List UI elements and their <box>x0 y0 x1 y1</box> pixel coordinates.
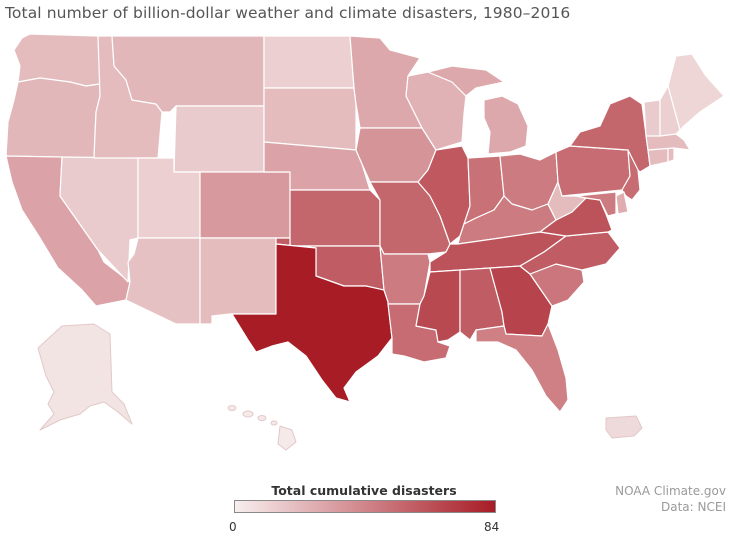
state-south-dakota <box>263 87 357 151</box>
state-maryland <box>575 191 617 217</box>
credit: NOAA Climate.gov Data: NCEI <box>615 483 726 515</box>
state-north-dakota <box>263 35 355 89</box>
us-choropleth-map <box>5 33 725 451</box>
state-new-hampshire <box>659 85 681 137</box>
legend-max-label: 84 <box>484 520 500 534</box>
state-vermont <box>643 99 661 137</box>
state-florida <box>475 323 569 413</box>
legend-color-scale <box>234 500 496 513</box>
state-oregon <box>5 77 101 159</box>
credit-source: NOAA Climate.gov <box>615 484 726 498</box>
state-arizona <box>125 237 201 325</box>
state-montana <box>111 35 265 113</box>
state-delaware <box>615 191 629 215</box>
state-kansas <box>289 189 381 247</box>
state-connecticut <box>647 147 669 167</box>
state-colorado <box>199 171 291 239</box>
territory-puerto-rico <box>605 415 643 439</box>
state-new-jersey <box>621 149 641 201</box>
credit-data: Data: NCEI <box>661 500 726 514</box>
state-arkansas <box>379 245 431 305</box>
state-rhode-island <box>667 147 675 163</box>
state-wyoming <box>173 105 265 173</box>
state-pennsylvania <box>555 145 631 197</box>
state-alaska <box>37 323 133 431</box>
state-texas <box>231 243 393 403</box>
state-washington <box>13 33 101 87</box>
state-new-mexico <box>199 237 277 325</box>
legend-title: Total cumulative disasters <box>271 483 457 498</box>
state-illinois <box>417 145 471 245</box>
state-maine <box>667 53 725 131</box>
state-hawaii <box>227 405 297 451</box>
legend-min-label: 0 <box>229 520 237 534</box>
state-michigan <box>427 65 529 155</box>
map-title: Total number of billion-dollar weather a… <box>5 4 571 22</box>
